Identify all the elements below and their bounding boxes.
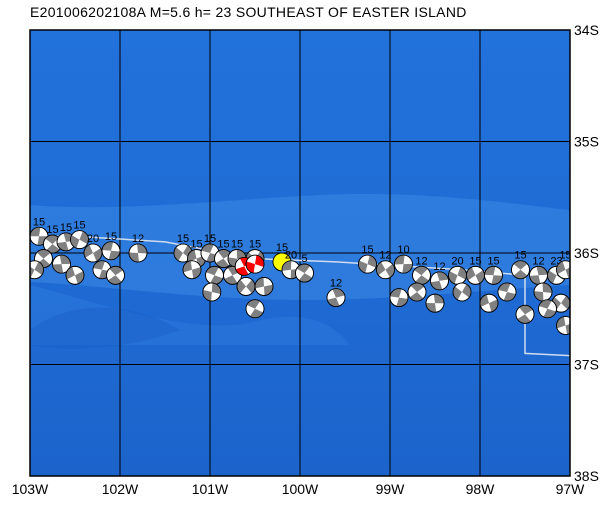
focal-mechanism: [205, 265, 224, 285]
focal-mechanism: [52, 254, 71, 274]
depth-label: 10: [397, 244, 409, 256]
focal-mechanism: [254, 277, 274, 296]
focal-mechanism: [182, 260, 202, 280]
focal-mechanism: [538, 299, 557, 319]
lat-tick-label: 36S: [574, 245, 599, 261]
depth-label: 15: [190, 239, 202, 251]
focal-mechanism: 12: [412, 255, 431, 285]
focal-mechanism: 15: [358, 244, 377, 274]
depth-label: 15: [204, 233, 216, 245]
plate-boundary: [30, 235, 570, 357]
focal-mechanism: 12: [430, 261, 449, 291]
focal-mechanism: [425, 293, 445, 313]
focal-mechanism: [389, 288, 409, 308]
depth-label: 15: [231, 239, 243, 251]
depth-label: 12: [132, 233, 144, 245]
latitude-ticks: 34S 35S 36S 37S 38S: [574, 22, 599, 484]
depth-label: 20: [451, 255, 463, 267]
depth-label: 15: [60, 222, 72, 234]
depth-label: 15: [73, 220, 85, 232]
depth-label: 12: [379, 250, 391, 262]
lat-tick-label: 34S: [574, 22, 599, 38]
focal-mechanism: [515, 304, 535, 324]
depth-label: 15: [469, 255, 481, 267]
depth-label: 20: [285, 250, 297, 262]
depth-label: 15: [33, 216, 45, 228]
focal-mechanism: [202, 282, 222, 302]
depth-label: 12: [532, 255, 544, 267]
focal-mechanism: 10: [394, 244, 413, 274]
deep-basin: [30, 307, 180, 350]
focal-mechanism: [479, 293, 499, 313]
depth-label: 15: [276, 242, 288, 254]
focal-mechanism: 12: [376, 250, 395, 280]
depth-label: 12: [330, 278, 342, 290]
focal-mechanism: [407, 282, 427, 302]
map-frame: [29, 29, 571, 477]
depth-label: 20: [87, 233, 99, 245]
focal-mechanism: [452, 282, 472, 302]
focal-mechanism: 15: [214, 239, 233, 268]
focal-mechanism: [106, 265, 125, 285]
focal-mechanism: 15: [30, 216, 49, 246]
focal-mechanism: 12: [326, 278, 346, 308]
focal-mechanism: [533, 282, 553, 302]
focal-mechanism: 15: [101, 231, 121, 261]
lon-tick-label: 101W: [192, 481, 229, 497]
depth-label: 15: [514, 250, 526, 262]
focal-mechanism: [556, 316, 570, 335]
longitude-ticks: 103W 102W 101W 100W 99W 98W 97W: [12, 481, 585, 497]
depth-label: 12: [415, 255, 427, 267]
depth-label: 5: [301, 253, 307, 265]
focal-mechanism: 15: [484, 255, 503, 285]
depth-label: 15: [217, 239, 229, 251]
lon-tick-label: 100W: [282, 481, 319, 497]
ridge-flank: [30, 285, 350, 345]
depth-label: 12: [433, 261, 445, 273]
focal-mechanism: [65, 265, 85, 285]
depth-label: 15: [487, 255, 499, 267]
map-title: E201006202108A M=5.6 h= 23 SOUTHEAST OF …: [30, 4, 467, 20]
lon-tick-label: 103W: [12, 481, 49, 497]
lat-tick-label: 38S: [574, 468, 599, 484]
focal-mechanism: [30, 260, 44, 280]
focal-mechanism: [497, 282, 517, 302]
focal-mechanism: 5: [295, 253, 314, 283]
focal-mechanism: 15: [70, 220, 89, 250]
depth-label: 15: [46, 224, 58, 236]
depth-label: 15: [559, 250, 571, 262]
depth-label: 15: [177, 233, 189, 245]
focal-mechanism: [236, 277, 256, 296]
focal-mechanism: 12: [128, 233, 148, 263]
lon-tick-label: 99W: [376, 481, 406, 497]
focal-mechanism: 15: [556, 250, 571, 280]
depth-label: 15: [105, 231, 117, 243]
focal-mechanism: 15: [511, 250, 530, 280]
focal-mechanism: [245, 254, 265, 274]
lon-tick-label: 97W: [556, 481, 586, 497]
depth-label: 15: [361, 244, 373, 256]
lon-tick-label: 98W: [466, 481, 496, 497]
lon-tick-label: 102W: [102, 481, 139, 497]
focal-mechanism: 20: [83, 233, 103, 263]
lat-tick-label: 35S: [574, 134, 599, 150]
focal-mechanism: [245, 299, 265, 319]
depth-label: 15: [249, 239, 261, 251]
lat-tick-label: 37S: [574, 357, 599, 373]
